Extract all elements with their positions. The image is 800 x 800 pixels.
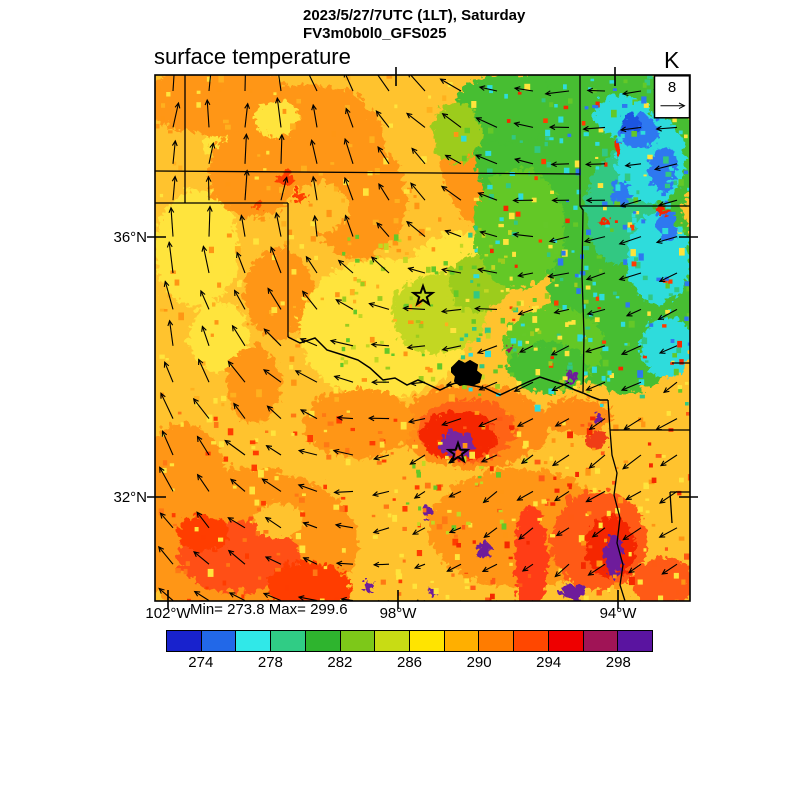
temperature-region (240, 245, 310, 335)
temperature-region (538, 395, 608, 431)
temperature-region (594, 215, 606, 221)
temperature-region (563, 367, 573, 379)
temperature-region (601, 531, 619, 575)
temperature-region (581, 428, 605, 446)
temperature-region (251, 97, 295, 133)
colorbar-segment (444, 631, 480, 651)
temperature-region (292, 188, 304, 198)
temperature-region (637, 313, 689, 373)
model-name-title: FV3m0b0l0_GFS025 (303, 25, 447, 42)
wind-reference-value: 8 (668, 79, 676, 96)
valid-time-title: 2023/5/27/7UTC (1LT), Saturday (303, 7, 526, 24)
colorbar-tick-label: 298 (605, 654, 631, 671)
temperature-region (250, 197, 260, 205)
lake-texoma-marker (451, 359, 483, 387)
colorbar-segment (410, 631, 445, 651)
colorbar-segment (583, 631, 619, 651)
colorbar-segment (236, 631, 272, 651)
colorbar-segment (375, 631, 411, 651)
wind-reference-box: 8 (653, 75, 691, 119)
lon-tick-label-98w: 98°W (379, 605, 417, 622)
colorbar-segment (271, 631, 306, 651)
temperature-wind-map: 8 (147, 67, 698, 609)
temperature-region (250, 499, 300, 535)
temperature-region (557, 581, 583, 597)
colorbar-segment (340, 631, 376, 651)
colorbar-segment (514, 631, 549, 651)
temperature-region (222, 342, 278, 418)
map-frame (154, 74, 691, 602)
colorbar-tick-label: 290 (466, 654, 492, 671)
colorbar-segment (548, 631, 584, 651)
temperature-region (609, 135, 615, 151)
temperature-region (502, 343, 512, 351)
state-borders (154, 75, 690, 602)
lon-tick-label-94w: 94°W (599, 605, 637, 622)
wind-vector-field (158, 75, 678, 601)
lat-tick-label-32n: 32°N (113, 489, 147, 506)
temperature-region (360, 578, 370, 588)
colorbar-tick-label: 282 (327, 654, 353, 671)
colorbar-tick-label: 286 (396, 654, 423, 671)
colorbar-segment (201, 631, 237, 651)
colorbar-segment (305, 631, 341, 651)
temperature-region (435, 428, 471, 454)
temperature-region (205, 125, 295, 215)
colorbar-tick-label: 294 (536, 654, 562, 671)
colorbar-segment (167, 631, 202, 651)
map-field (155, 75, 690, 601)
temperature-region (474, 536, 488, 554)
temperature-region (300, 385, 410, 455)
colorbar-tick-label: 278 (257, 654, 283, 671)
city-star-marker-1 (410, 282, 436, 307)
temperature-region (653, 207, 675, 239)
temperature-region (510, 500, 544, 601)
temperature-region (645, 143, 673, 187)
colorbar-segment (618, 631, 653, 651)
lat-tick-label-36n: 36°N (113, 229, 147, 246)
temperature-region (428, 100, 478, 160)
minmax-readout: Min= 273.8 Max= 299.6 (190, 601, 348, 618)
city-star-marker-2 (445, 439, 471, 464)
temperature-region (617, 112, 637, 128)
lon-tick-label-102w: 102°W (145, 605, 191, 622)
temperature-region (423, 583, 433, 593)
map-edge-ticks (147, 67, 698, 609)
colorbar-tick-label: 274 (188, 654, 214, 671)
temperature-region (155, 187, 235, 303)
plot-title-block: 2023/5/27/7UTC (1LT), Saturday FV3m0b0l0… (303, 7, 525, 43)
temperature-region (185, 298, 245, 368)
variable-label: surface temperature (154, 44, 351, 69)
temperature-colorbar (166, 630, 653, 652)
unit-label: K (664, 47, 680, 73)
temperature-region (175, 512, 225, 548)
colorbar-segment (479, 631, 515, 651)
